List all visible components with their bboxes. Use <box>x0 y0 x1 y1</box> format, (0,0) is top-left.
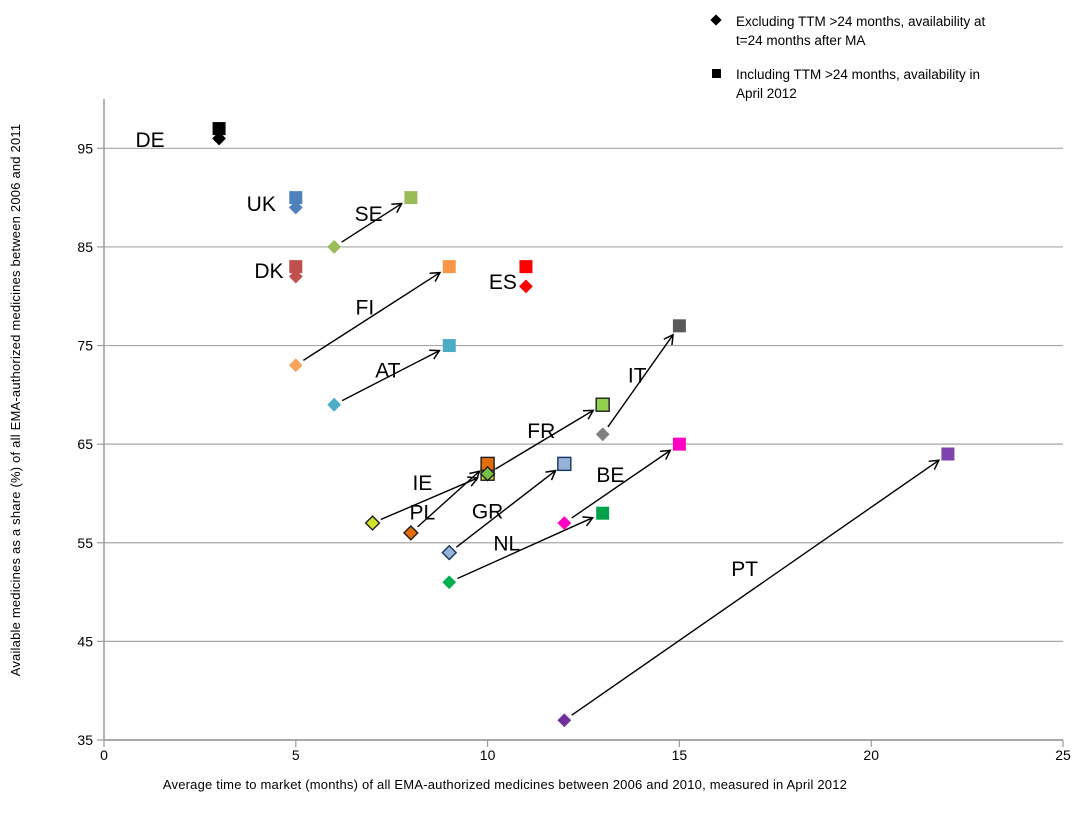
x-tick-label-0: 0 <box>100 747 108 763</box>
marker-UK-square <box>289 191 303 205</box>
y-tick-label-55: 55 <box>77 535 93 551</box>
marker-SE-square <box>404 191 418 205</box>
x-tick-label-20: 20 <box>863 747 879 763</box>
marker-AT-square <box>442 339 456 353</box>
diamond-marker-icon <box>710 14 722 26</box>
country-label-FR: FR <box>527 420 555 443</box>
marker-ES-square <box>519 260 533 274</box>
marker-IE-diamond <box>364 515 381 531</box>
arrow-FI <box>302 271 442 361</box>
country-label-GR: GR <box>472 501 504 524</box>
marker-IT-diamond <box>595 427 610 442</box>
country-label-BE: BE <box>596 464 624 487</box>
y-tick-label-95: 95 <box>77 140 93 156</box>
x-tick-label-5: 5 <box>292 747 300 763</box>
country-label-IE: IE <box>412 472 432 495</box>
legend-item-including: Including TTM >24 months, availability i… <box>696 65 1088 103</box>
country-label-SE: SE <box>355 203 383 226</box>
marker-FI-square <box>442 260 456 274</box>
marker-PT-square <box>941 447 955 461</box>
legend-label-line: t=24 months after MA <box>736 33 866 48</box>
marker-IT-square <box>672 319 686 333</box>
marker-AT-diamond <box>327 397 342 412</box>
arrow-AT <box>341 349 441 402</box>
chart-legend: Excluding TTM >24 months, availability a… <box>696 12 1088 118</box>
marker-NL-square <box>596 506 610 520</box>
country-label-NL: NL <box>493 532 520 555</box>
marker-BE-diamond <box>557 516 572 530</box>
arrow-BE <box>571 449 672 519</box>
marker-DK-diamond <box>288 269 303 284</box>
y-tick-label-85: 85 <box>77 239 93 255</box>
marker-UK-diamond <box>288 200 303 215</box>
y-tick-label-65: 65 <box>77 436 93 452</box>
marker-GR-square <box>557 456 572 472</box>
arrow-IE <box>380 476 479 521</box>
arrow-IT <box>607 333 674 428</box>
marker-SE-diamond <box>327 240 342 254</box>
marker-ES-diamond <box>519 279 533 294</box>
arrow-PT <box>571 459 941 716</box>
marker-BE-square <box>672 437 686 451</box>
y-tick-label-45: 45 <box>77 633 93 649</box>
arrow-GR <box>455 469 557 548</box>
marker-FR-diamond <box>479 465 496 482</box>
legend-label-line: Including TTM >24 months, availability i… <box>736 67 980 82</box>
marker-FI-diamond <box>288 358 303 373</box>
country-label-DK: DK <box>254 260 283 283</box>
marker-PL-diamond <box>402 525 419 541</box>
y-axis-title: Available medicines as a share (%) of al… <box>8 123 23 677</box>
country-label-PL: PL <box>410 502 436 525</box>
arrow-PL <box>417 470 481 528</box>
country-label-IT: IT <box>628 365 647 388</box>
arrow-FR <box>494 409 595 470</box>
x-tick-label-15: 15 <box>672 747 688 763</box>
country-label-UK: UK <box>247 193 276 216</box>
x-tick-label-10: 10 <box>480 747 496 763</box>
marker-DE-diamond <box>212 131 226 146</box>
country-label-ES: ES <box>489 271 517 294</box>
x-axis-title: Average time to market (months) of all E… <box>162 777 848 792</box>
country-label-AT: AT <box>375 360 400 383</box>
arrow-NL <box>457 516 595 580</box>
marker-DK-square <box>289 260 303 274</box>
marker-PT-diamond <box>557 713 572 728</box>
y-tick-label-75: 75 <box>77 338 93 354</box>
y-tick-label-35: 35 <box>77 732 93 748</box>
square-marker-icon <box>711 69 721 78</box>
marker-FR-square <box>595 397 610 412</box>
country-label-DE: DE <box>135 129 164 152</box>
marker-NL-diamond <box>442 575 457 590</box>
legend-item-excluding: Excluding TTM >24 months, availability a… <box>696 12 1088 50</box>
x-tick-label-25: 25 <box>1055 747 1071 763</box>
legend-label-line: Excluding TTM >24 months, availability a… <box>736 14 986 29</box>
marker-GR-diamond <box>441 544 458 561</box>
legend-label-line: April 2012 <box>736 86 797 101</box>
country-label-FI: FI <box>356 297 375 320</box>
marker-DE-square <box>212 122 226 136</box>
arrow-SE <box>341 202 403 243</box>
country-label-PT: PT <box>731 558 758 581</box>
